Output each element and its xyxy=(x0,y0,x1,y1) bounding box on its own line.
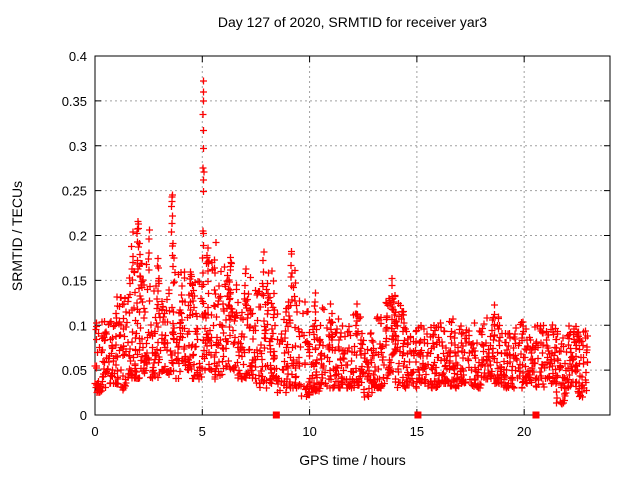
svg-text:0.1: 0.1 xyxy=(69,318,87,333)
scatter-points xyxy=(91,77,591,408)
svg-text:0.35: 0.35 xyxy=(62,94,87,109)
svg-text:0.3: 0.3 xyxy=(69,139,87,154)
svg-text:20: 20 xyxy=(517,424,531,439)
svg-text:0: 0 xyxy=(91,424,98,439)
svg-text:10: 10 xyxy=(302,424,316,439)
chart-title: Day 127 of 2020, SRMTID for receiver yar… xyxy=(217,14,488,30)
tick-labels: 0 5 10 15 20 0 0.05 0.1 0.15 0.2 0.25 0.3 0.35 0.4 xyxy=(62,49,532,439)
flag-markers xyxy=(272,411,540,419)
svg-text:0.4: 0.4 xyxy=(69,49,87,64)
svg-text:15: 15 xyxy=(410,424,424,439)
svg-text:0.05: 0.05 xyxy=(62,363,87,378)
svg-text:0.15: 0.15 xyxy=(62,273,87,288)
svg-text:0: 0 xyxy=(80,408,87,423)
svg-text:0.2: 0.2 xyxy=(69,229,87,244)
svg-text:5: 5 xyxy=(199,424,206,439)
x-axis-label: GPS time / hours xyxy=(299,452,406,468)
svg-text:0.25: 0.25 xyxy=(62,184,87,199)
